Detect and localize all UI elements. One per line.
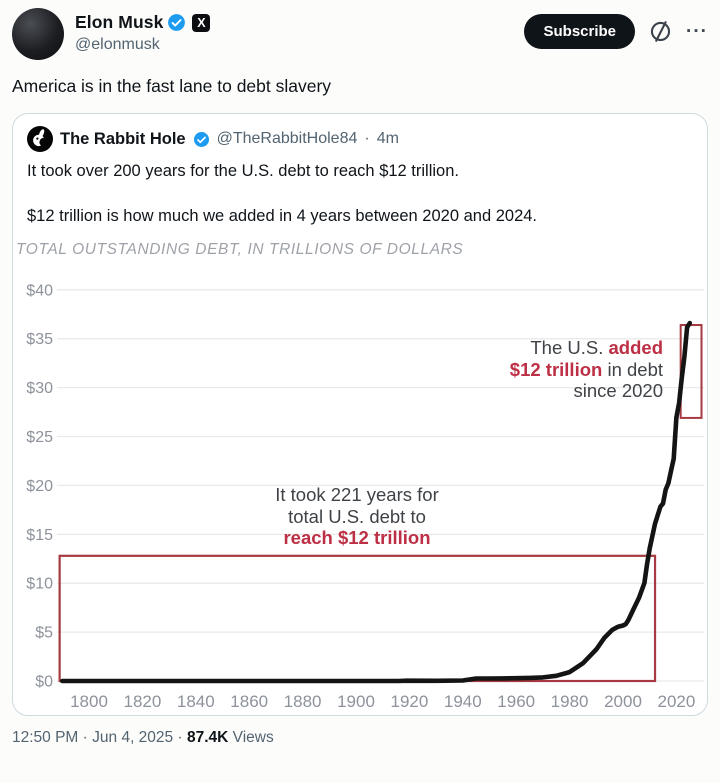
tweet: Elon Musk X @elonmusk Subscribe ··· Amer… — [0, 8, 720, 747]
x-tick-label: 1960 — [497, 692, 535, 711]
quote-separator: · — [364, 130, 370, 147]
y-tick-label: $10 — [26, 576, 53, 593]
y-tick-label: $25 — [26, 429, 53, 446]
x-tick-label: 1940 — [444, 692, 482, 711]
quote-text: It took over 200 years for the U.S. debt… — [13, 154, 707, 228]
views-label: Views — [232, 729, 274, 746]
y-tick-label: $40 — [26, 282, 53, 299]
x-tick-label: 1880 — [284, 692, 322, 711]
quote-header: The Rabbit Hole @TheRabbitHole84 · 4m — [13, 114, 707, 154]
quoted-tweet[interactable]: The Rabbit Hole @TheRabbitHole84 · 4m It… — [12, 113, 708, 716]
highlight-box — [58, 554, 657, 683]
quote-verified-badge-icon — [193, 131, 209, 147]
author-handle[interactable]: @elonmusk — [75, 36, 160, 53]
debt-chart: TOTAL OUTSTANDING DEBT, IN TRILLIONS OF … — [13, 237, 707, 715]
quote-text-line-1: It took over 200 years for the U.S. debt… — [27, 162, 459, 180]
x-tick-label: 1840 — [177, 692, 215, 711]
tweet-text: America is in the fast lane to debt slav… — [12, 76, 332, 96]
grok-icon[interactable] — [648, 19, 673, 44]
x-tick-label: 1980 — [551, 692, 589, 711]
x-tick-label: 2020 — [657, 692, 695, 711]
x-tick-label: 2000 — [604, 692, 642, 711]
quote-text-line-2: $12 trillion is how much we added in 4 y… — [27, 207, 538, 225]
x-affiliate-badge-icon: X — [192, 13, 211, 32]
author-identity: Elon Musk X @elonmusk — [75, 8, 211, 54]
y-tick-label: $30 — [26, 380, 53, 397]
quote-author-name[interactable]: The Rabbit Hole — [60, 129, 186, 148]
x-tick-label: 1920 — [390, 692, 428, 711]
y-tick-label: $5 — [35, 625, 53, 642]
y-tick-label: $0 — [35, 674, 53, 691]
quote-author-avatar[interactable] — [27, 126, 53, 152]
tweet-header: Elon Musk X @elonmusk Subscribe ··· — [0, 8, 720, 60]
quote-author-handle[interactable]: @TheRabbitHole84 — [216, 130, 358, 147]
debt-line — [59, 320, 693, 684]
footer-separator: · — [177, 729, 183, 746]
post-date: Jun 4, 2025 — [92, 729, 174, 746]
y-tick-label: $20 — [26, 478, 53, 495]
annotation-added-since-2020: The U.S. added $12 trillion in debt sinc… — [509, 337, 663, 401]
more-menu-icon[interactable]: ··· — [686, 21, 708, 42]
y-tick-label: $35 — [26, 331, 53, 348]
footer-separator: · — [82, 729, 88, 746]
verified-badge-icon — [168, 14, 186, 31]
annotation-221-years: It took 221 years for total U.S. debt to… — [275, 484, 439, 548]
chart-title: TOTAL OUTSTANDING DEBT, IN TRILLIONS OF … — [16, 241, 464, 258]
x-tick-label: 1820 — [123, 692, 161, 711]
y-tick-label: $15 — [26, 527, 53, 544]
author-name[interactable]: Elon Musk — [75, 12, 164, 32]
quote-timestamp: 4m — [376, 130, 399, 147]
author-avatar[interactable] — [12, 8, 64, 60]
subscribe-button[interactable]: Subscribe — [524, 14, 636, 49]
tweet-footer: 12:50 PM · Jun 4, 2025 · 87.4K Views — [12, 729, 708, 747]
debt-line-chart: $0 $5 $10 $15 $20 $25 $30 $35 $40 1800 1820 1840 186… — [26, 282, 704, 711]
post-time: 12:50 PM — [12, 729, 79, 746]
x-tick-label: 1900 — [337, 692, 375, 711]
header-actions: Subscribe ··· — [524, 8, 708, 49]
x-tick-label: 1800 — [70, 692, 108, 711]
x-tick-label: 1860 — [230, 692, 268, 711]
views-count: 87.4K — [186, 729, 229, 746]
